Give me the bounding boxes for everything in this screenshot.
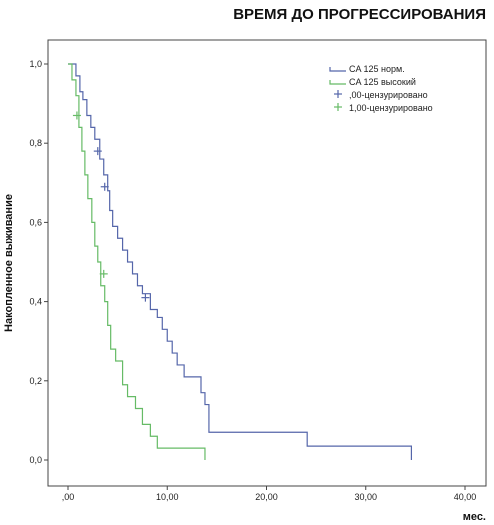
x-tick-label: 20,00 <box>255 492 278 502</box>
x-tick-label: 30,00 <box>354 492 377 502</box>
survival-curve-high <box>68 63 206 460</box>
y-tick-label: 0,2 <box>29 376 42 386</box>
y-tick-label: 0,6 <box>29 217 42 227</box>
y-axis: 0,0 0,2 0,4 0,6 0,8 1,0 <box>29 59 48 465</box>
censor-mark <box>93 147 102 156</box>
legend-item: CA 125 высокий <box>329 77 416 87</box>
legend-label: CA 125 норм. <box>349 64 405 74</box>
x-axis-label: мес. <box>463 511 486 523</box>
y-axis-label: Накопленное выживание <box>3 194 15 332</box>
legend-label: CA 125 высокий <box>349 77 416 87</box>
x-tick-label: ,00 <box>62 492 75 502</box>
legend-swatch <box>329 67 346 72</box>
legend-swatch <box>329 80 346 85</box>
legend-item: 1,00-цензурировано <box>334 103 433 113</box>
y-tick-label: 0,0 <box>29 455 42 465</box>
legend-label: ,00-цензурировано <box>349 90 428 100</box>
y-tick-label: 0,4 <box>29 297 42 307</box>
series-layer <box>68 63 413 460</box>
y-tick-label: 0,8 <box>29 138 42 148</box>
x-tick-label: 40,00 <box>454 492 477 502</box>
censor-mark <box>72 111 81 120</box>
censor-mark <box>141 293 150 302</box>
censor-mark <box>100 182 109 191</box>
survival-curve-normal <box>68 63 413 460</box>
x-tick-label: 10,00 <box>156 492 179 502</box>
legend-item: ,00-цензурировано <box>334 90 428 100</box>
censor-mark <box>99 269 108 278</box>
x-axis: ,00 10,00 20,00 30,00 40,00 <box>62 486 477 502</box>
legend: CA 125 норм. CA 125 высокий ,00-цензуриров… <box>329 64 433 113</box>
chart-title: ВРЕМЯ ДО ПРОГРЕССИРОВАНИЯ <box>233 6 486 23</box>
legend-item: CA 125 норм. <box>329 64 405 74</box>
y-tick-label: 1,0 <box>29 59 42 69</box>
legend-label: 1,00-цензурировано <box>349 103 433 113</box>
